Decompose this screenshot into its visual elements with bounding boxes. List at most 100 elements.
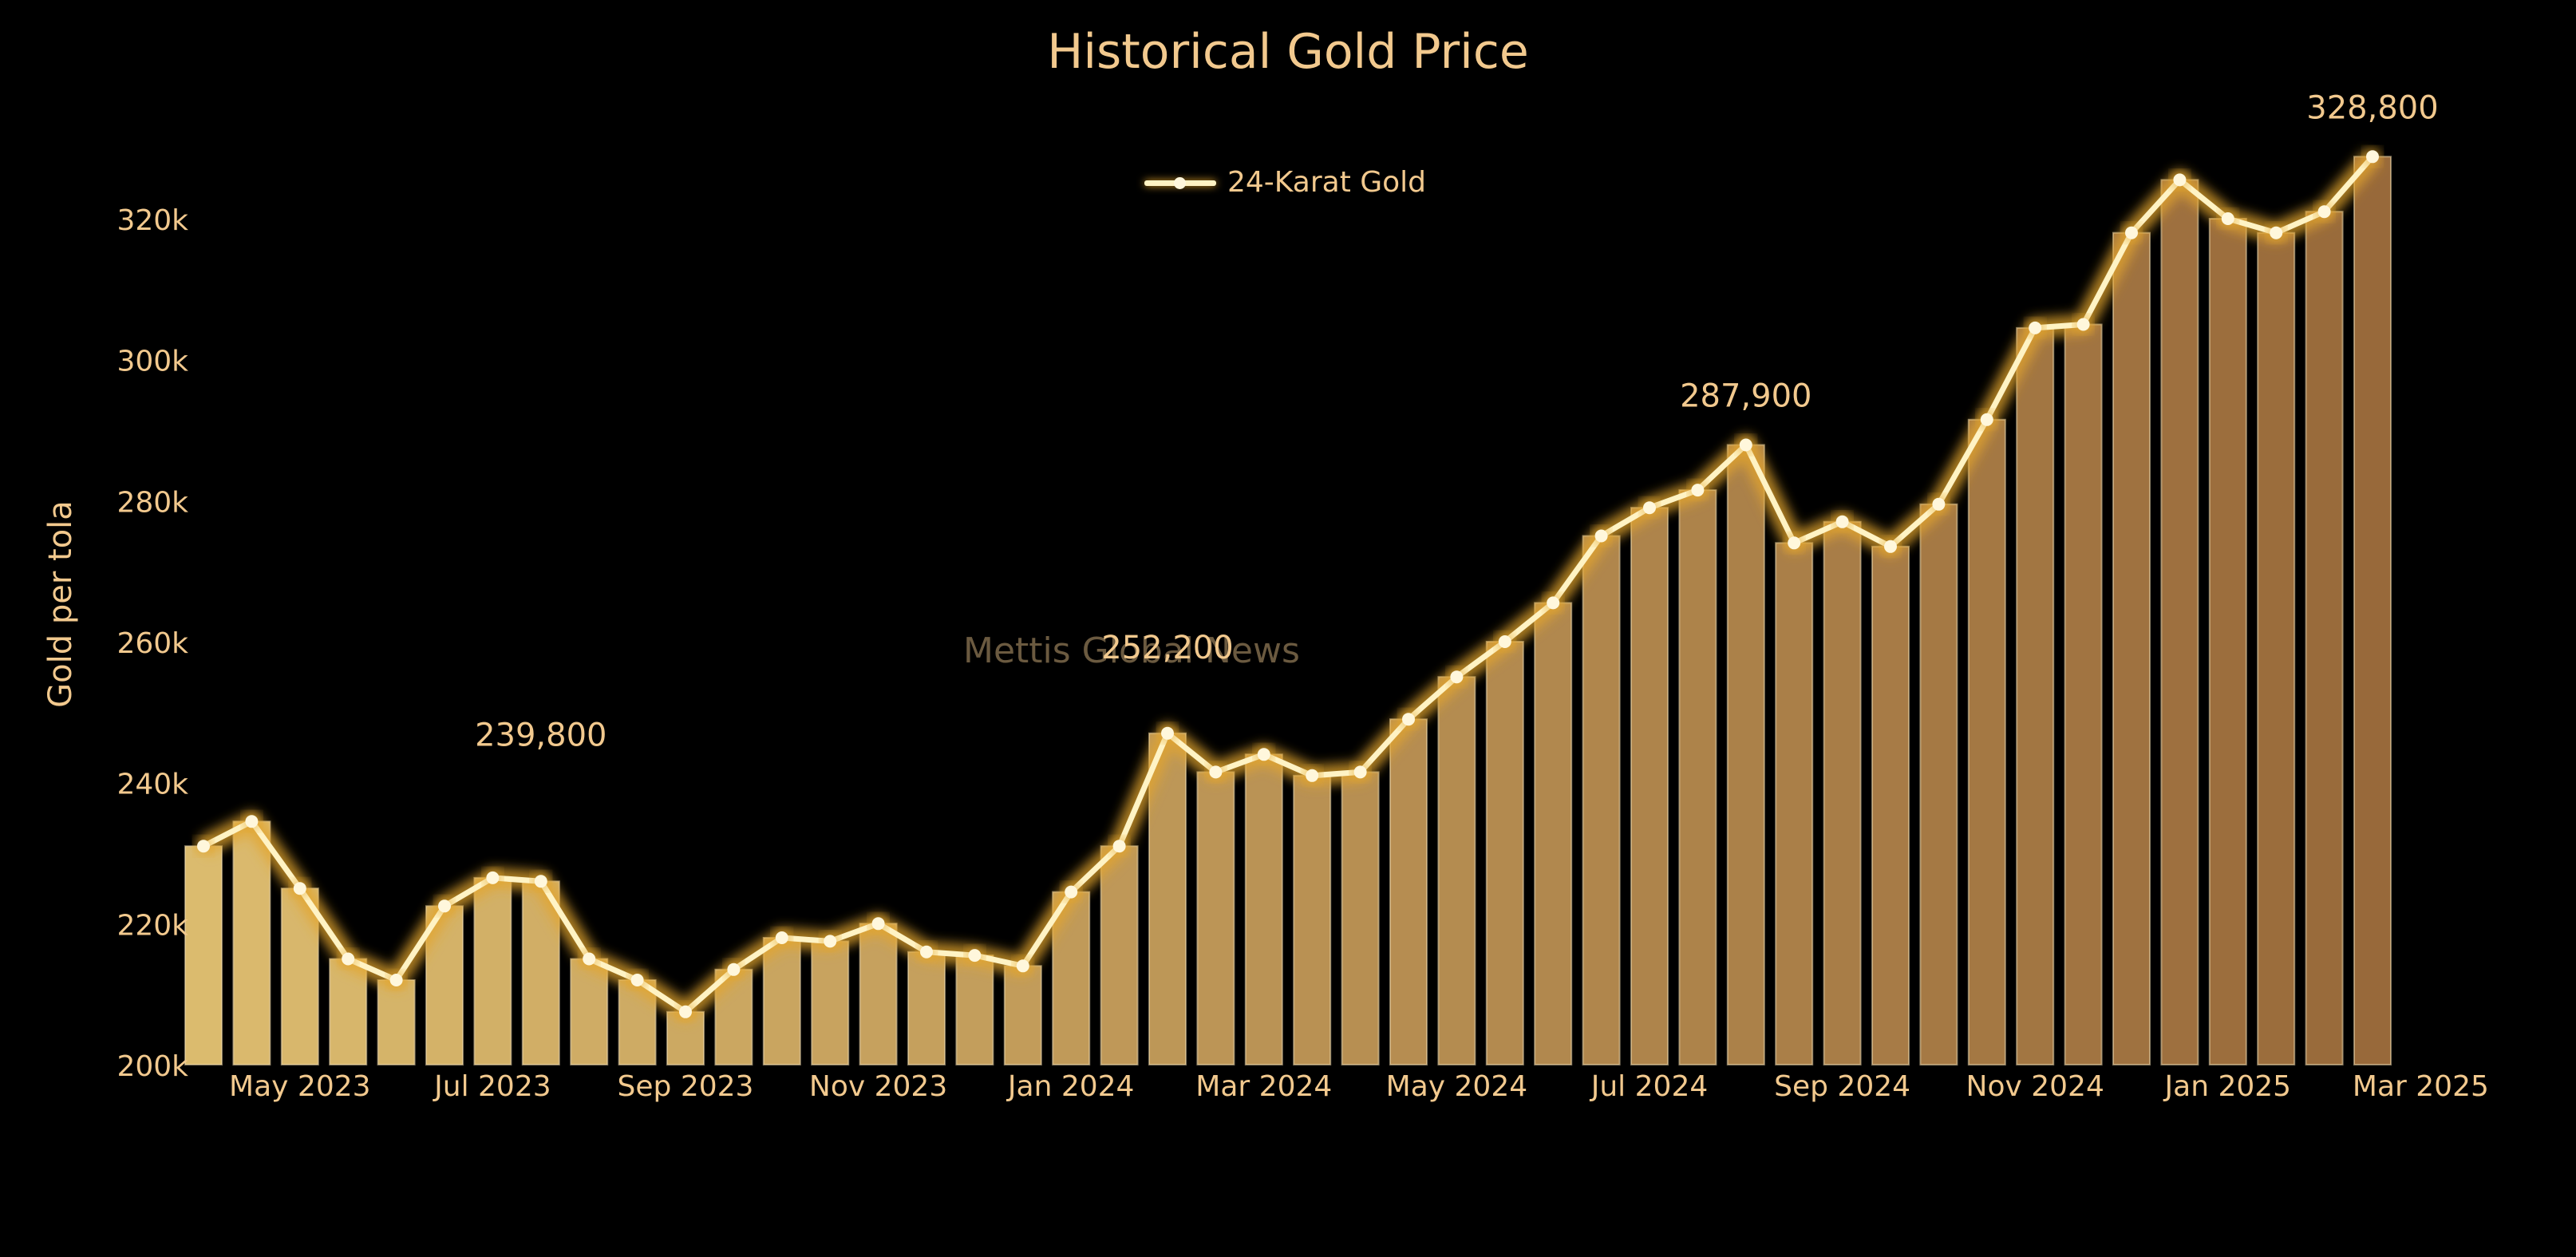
data-point (1980, 413, 1993, 426)
data-label: 328,800 (2306, 89, 2438, 126)
x-tick-label: Sep 2023 (618, 1070, 754, 1103)
data-point (1112, 840, 1126, 853)
x-ticks-group: May 2023 Jul 2023 Sep 2023 Nov 2023 Jan 2024… (229, 1070, 2489, 1103)
bar (1485, 641, 1524, 1065)
bar (1244, 753, 1283, 1065)
data-point (1691, 484, 1705, 497)
data-point (1932, 497, 1946, 511)
bar (859, 923, 898, 1066)
data-point (1353, 765, 1367, 779)
data-point (2076, 318, 2090, 331)
x-tick-label: Mar 2025 (2353, 1070, 2489, 1103)
data-point (1739, 438, 1752, 452)
bar (1003, 965, 1042, 1066)
data-point (1209, 765, 1223, 779)
x-tick-label: Jan 2024 (1006, 1070, 1135, 1103)
bars-group (184, 156, 2392, 1066)
data-point (727, 963, 741, 976)
watermark: Mettis Global News (963, 630, 1300, 671)
bar (1871, 545, 1910, 1066)
data-label: 287,900 (1680, 378, 1811, 415)
bar (1775, 542, 1814, 1065)
data-point (293, 882, 306, 895)
data-point (2029, 321, 2042, 334)
data-point (1257, 748, 1270, 761)
data-point (1450, 670, 1464, 684)
y-tick-label: 220k (117, 909, 188, 942)
x-tick-label: Nov 2023 (809, 1070, 947, 1103)
bar (907, 951, 946, 1065)
x-tick-label: May 2023 (229, 1070, 371, 1103)
data-point (1547, 596, 1560, 610)
bar (329, 958, 368, 1065)
data-point (1306, 769, 1319, 782)
chart-title: Historical Gold Price (1047, 24, 1529, 80)
legend-line-marker (1144, 176, 1216, 189)
bar (1582, 535, 1621, 1065)
bar (1196, 771, 1235, 1066)
data-point (486, 871, 500, 884)
x-tick-label: Jul 2023 (433, 1070, 551, 1103)
x-tick-label: Nov 2024 (1966, 1070, 2104, 1103)
data-point (1835, 515, 1849, 528)
bar (1534, 602, 1573, 1065)
bar (1678, 489, 1717, 1065)
y-ticks-group: 200k 220k 240k 260k 280k 300k 320k (117, 204, 188, 1083)
legend-label: 24-Karat Gold (1227, 166, 1427, 199)
bar (2305, 211, 2344, 1066)
data-point (197, 840, 210, 853)
data-point (920, 945, 933, 959)
data-point (968, 949, 982, 963)
bar (1437, 676, 1476, 1065)
y-tick-label: 280k (117, 486, 188, 519)
bar (570, 958, 609, 1065)
data-point (824, 935, 837, 948)
data-point (1065, 885, 1078, 899)
bar (184, 845, 223, 1065)
y-tick-label: 320k (117, 204, 188, 237)
bar (1919, 503, 1958, 1066)
annotations-group: 239,800 252,200 287,900 328,800 (475, 89, 2439, 753)
bar (2160, 179, 2199, 1065)
bar (811, 940, 850, 1066)
data-point (1016, 959, 1029, 973)
data-point (438, 899, 451, 913)
data-point (775, 931, 788, 944)
bar (1630, 507, 1669, 1065)
series-line (200, 153, 2376, 1015)
bar (1341, 771, 1380, 1066)
bar (2064, 323, 2103, 1065)
data-point (534, 875, 547, 888)
bar (1823, 520, 1862, 1065)
data-point (630, 974, 644, 986)
markers-group (194, 147, 2382, 1022)
data-point (2317, 205, 2331, 219)
bar (1100, 845, 1139, 1065)
data-point (1161, 726, 1174, 740)
bar (377, 979, 416, 1065)
data-label: 252,200 (1101, 630, 1233, 666)
y-tick-label: 300k (117, 346, 188, 378)
bar (1726, 444, 1765, 1065)
bar (1389, 718, 1428, 1065)
data-point (871, 917, 885, 931)
bar (2016, 326, 2055, 1065)
y-tick-label: 240k (117, 769, 188, 801)
y-tick-label: 260k (117, 627, 188, 660)
bar (2257, 231, 2296, 1066)
data-point (2366, 150, 2379, 164)
x-tick-label: Jan 2025 (2163, 1070, 2292, 1103)
data-point (2173, 173, 2187, 187)
bar (2208, 218, 2247, 1065)
bar (2353, 156, 2392, 1065)
bar (2112, 231, 2151, 1066)
data-point (2221, 212, 2234, 225)
x-tick-label: Mar 2024 (1195, 1070, 1332, 1103)
bar (955, 955, 994, 1065)
x-tick-label: Sep 2024 (1774, 1070, 1910, 1103)
data-point (1594, 529, 1608, 543)
data-point (2270, 226, 2283, 239)
data-point (1884, 540, 1897, 553)
data-point (245, 815, 259, 828)
